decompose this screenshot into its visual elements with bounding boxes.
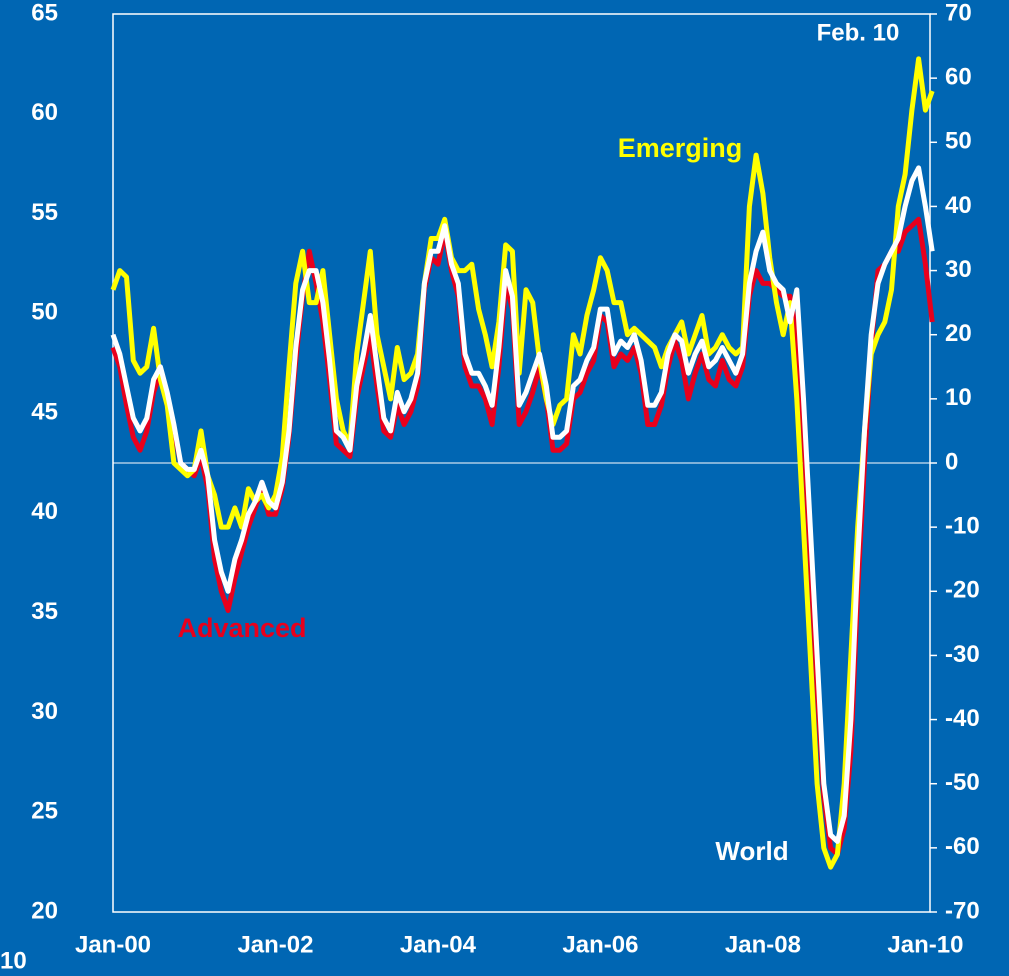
y2-tick-label: -30	[945, 641, 980, 668]
y-tick-label: 30	[31, 698, 58, 725]
y2-tick-label: -70	[945, 897, 980, 924]
x-tick-label: Jan-04	[400, 931, 477, 958]
y2-tick-label: 60	[945, 63, 972, 90]
y2-tick-label: 10	[945, 384, 972, 411]
y2-tick-label: -10	[945, 512, 980, 539]
y-tick-label: 35	[31, 598, 58, 625]
y2-tick-label: 30	[945, 256, 972, 283]
y2-tick-label: 20	[945, 320, 972, 347]
series-line	[110, 56, 935, 870]
y-tick-label: 40	[31, 498, 58, 525]
y-tick-label: 60	[31, 99, 58, 126]
y2-tick-label: 70	[945, 0, 972, 26]
y-tick-label: 55	[31, 199, 58, 226]
y2-tick-label: 50	[945, 128, 972, 155]
y-tick-label: 25	[31, 798, 58, 825]
y-tick-label: 20	[31, 897, 58, 924]
series-line	[110, 216, 935, 857]
x-tick-label: Jan-02	[237, 931, 313, 958]
y2-tick-label: -60	[945, 833, 980, 860]
y-tick-label: 65	[31, 0, 58, 26]
x-tick-label: Jan-00	[75, 931, 151, 958]
y2-tick-label: -20	[945, 577, 980, 604]
x-tick-label: Jan-08	[725, 931, 801, 958]
y-tick-label: 50	[31, 299, 58, 326]
series-label: Emerging	[618, 133, 743, 163]
y2-tick-label: 40	[945, 192, 972, 219]
series-label: Advanced	[177, 613, 306, 643]
y2-tick-label: -40	[945, 705, 980, 732]
series-label: World	[715, 836, 788, 866]
annotation: Feb. 10	[817, 19, 900, 46]
x-tick-label: Jan-10	[887, 931, 963, 958]
y2-tick-label: 0	[945, 448, 958, 475]
annotation: 10	[0, 947, 27, 974]
y-tick-label: 45	[31, 398, 58, 425]
y2-tick-label: -50	[945, 769, 980, 796]
series-line	[110, 165, 935, 844]
x-tick-label: Jan-06	[562, 931, 638, 958]
